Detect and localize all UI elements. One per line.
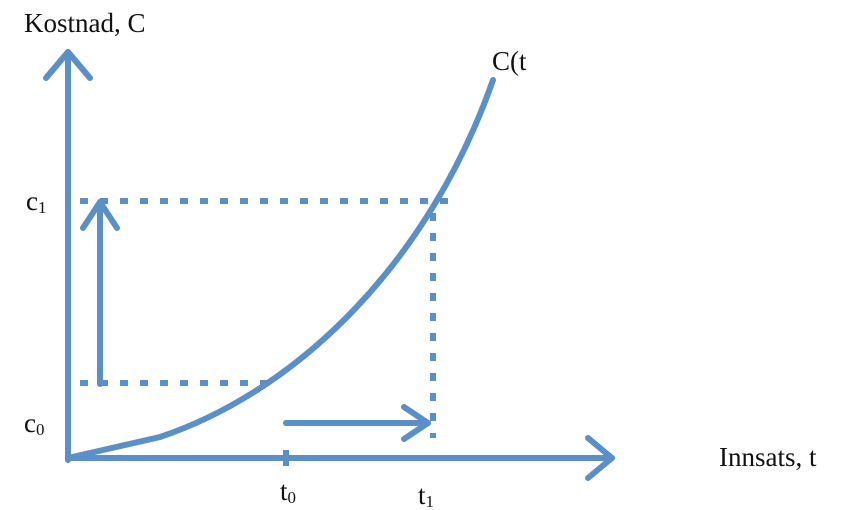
t0-label: t0: [280, 476, 296, 507]
effort-increase-arrowhead: [401, 404, 431, 442]
t1-label: t1: [418, 480, 434, 510]
t1-label-sub: 1: [426, 492, 435, 510]
x-axis-arrowhead: [585, 435, 615, 481]
c0-label-sub: 0: [36, 420, 45, 439]
c0-label: c0: [24, 408, 44, 439]
t0-label-sub: 0: [288, 488, 297, 507]
c1-label-sub: 1: [38, 198, 47, 217]
x-axis-label: Innsats, t: [719, 442, 817, 472]
cost-curve: [65, 77, 496, 461]
c1-label: c1: [26, 186, 46, 217]
c1-label-base: c: [26, 186, 38, 216]
cost-increase-arrowhead: [80, 199, 120, 231]
c0-label-base: c: [24, 408, 36, 438]
y-axis-arrowhead: [43, 49, 93, 81]
t1-label-base: t: [418, 480, 426, 510]
curve-label: C(t: [492, 46, 527, 76]
y-axis-label: Kostnad, C: [24, 8, 146, 38]
t0-label-base: t: [280, 476, 288, 506]
